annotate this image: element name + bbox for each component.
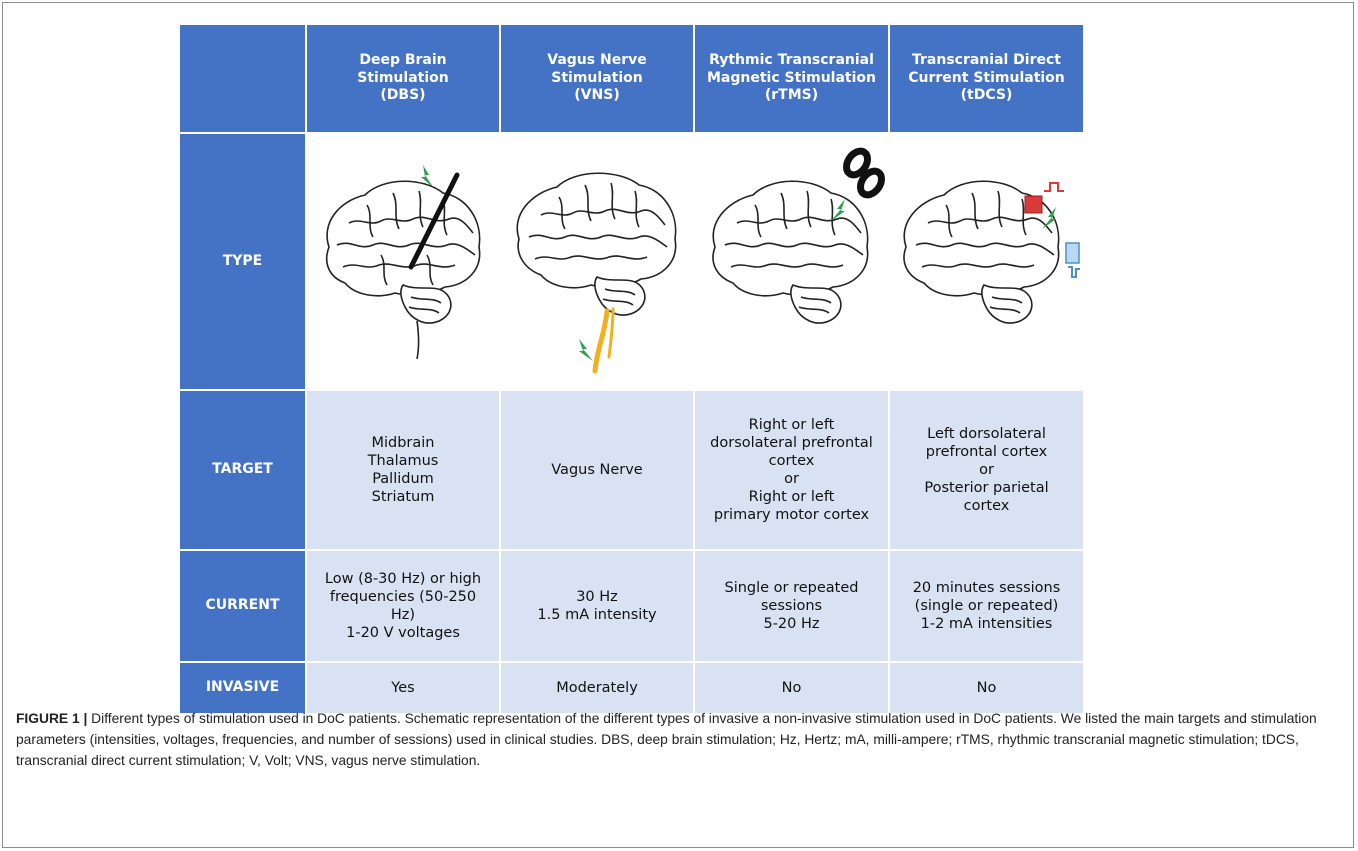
column-header-tdcs: Transcranial Direct Current Stimulation … (888, 23, 1085, 134)
stimulation-table: Deep Brain Stimulation (DBS) Vagus Nerve… (178, 23, 1085, 715)
column-header-rtms: Rythmic Transcranial Magnetic Stimulatio… (693, 23, 890, 134)
type-cell-tdcs (888, 132, 1085, 391)
target-cell-rtms: Right or left dorsolateral prefrontal co… (693, 389, 890, 551)
type-row: TYPE (178, 132, 1085, 391)
row-header-target: TARGET (178, 389, 307, 551)
target-cell-vns: Vagus Nerve (499, 389, 695, 551)
current-cell-vns: 30 Hz 1.5 mA intensity (499, 549, 695, 663)
current-cell-rtms: Single or repeated sessions 5-20 Hz (693, 549, 890, 663)
row-header-invasive: INVASIVE (178, 661, 307, 715)
row-header-type: TYPE (178, 132, 307, 391)
caption-label: FIGURE 1 | (16, 711, 88, 726)
invasive-cell-vns: Moderately (499, 661, 695, 715)
current-cell-tdcs: 20 minutes sessions (single or repeated)… (888, 549, 1085, 663)
row-header-current: CURRENT (178, 549, 307, 663)
column-header-dbs: Deep Brain Stimulation (DBS) (305, 23, 501, 134)
tms-coil (843, 147, 885, 199)
column-header-vns: Vagus Nerve Stimulation (VNS) (499, 23, 695, 134)
invasive-cell-dbs: Yes (305, 661, 501, 715)
target-cell-tdcs: Left dorsolateral prefrontal cortex or P… (888, 389, 1085, 551)
target-row: TARGET Midbrain Thalamus Pallidum Striat… (178, 389, 1085, 551)
brain-dbs-icon (325, 165, 481, 360)
header-row: Deep Brain Stimulation (DBS) Vagus Nerve… (178, 23, 1085, 134)
invasive-cell-rtms: No (693, 661, 890, 715)
brain-rtms-icon (712, 147, 885, 324)
type-cell-dbs (305, 132, 501, 391)
target-cell-dbs: Midbrain Thalamus Pallidum Striatum (305, 389, 501, 551)
current-cell-dbs: Low (8-30 Hz) or high frequencies (50-25… (305, 549, 501, 663)
brain-vns-icon (516, 172, 677, 374)
caption-text: Different types of stimulation used in D… (16, 711, 1317, 768)
invasive-cell-tdcs: No (888, 661, 1085, 715)
invasive-row: INVASIVE Yes Moderately No No (178, 661, 1085, 715)
brain-tdcs-icon (903, 180, 1080, 324)
type-cell-rtms (693, 132, 890, 391)
current-row: CURRENT Low (8-30 Hz) or high frequencie… (178, 549, 1085, 663)
figure-caption: FIGURE 1 | Different types of stimulatio… (16, 708, 1341, 771)
corner-cell (178, 23, 307, 134)
type-cell-vns (499, 132, 695, 391)
